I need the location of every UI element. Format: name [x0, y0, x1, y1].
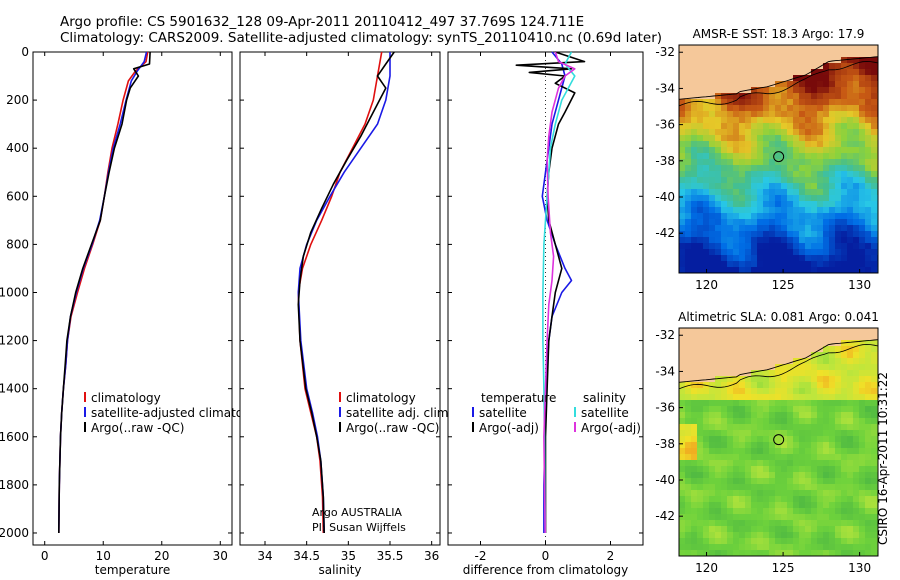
- diff-series-salinity-satellite: [542, 51, 576, 534]
- diff-xtick-label: 2: [607, 549, 615, 563]
- diff-xlabel: difference from climatology: [463, 563, 629, 577]
- sst-ytick-label: -38: [655, 154, 675, 168]
- legend-diff-sal-satellite-label: satellite: [581, 406, 629, 420]
- temp-axes-frame: [32, 51, 233, 546]
- sla-ytick-label: -32: [655, 328, 675, 342]
- legend-temp-climatology-label: climatology: [91, 391, 161, 405]
- diff-series-salinity-argo-adj-: [543, 51, 576, 534]
- sla-xtick-label: 125: [772, 561, 795, 575]
- sal-series-argo-raw-qc-: [297, 51, 395, 534]
- depth-tick-label: 1800: [0, 478, 29, 492]
- data-source-label: Argo AUSTRALIA: [312, 506, 402, 519]
- sla-ytick-label: -38: [655, 437, 675, 451]
- legend-diff-temp-argo-label: Argo(-adj): [479, 421, 539, 435]
- sst-ytick-label: -36: [655, 118, 675, 132]
- sst-xtick-label: 125: [772, 278, 795, 292]
- depth-tick-label: 800: [6, 237, 29, 251]
- sla-ytick-label: -34: [655, 364, 675, 378]
- temp-xtick-label: 10: [96, 549, 111, 563]
- sal-xtick-label: 34.5: [293, 549, 320, 563]
- sst-ytick-label: -32: [655, 45, 675, 59]
- sla-frame: [678, 327, 879, 557]
- depth-tick-label: 0: [21, 45, 29, 59]
- depth-tick-label: 200: [6, 93, 29, 107]
- sst-title: AMSR-E SST: 18.3 Argo: 17.9: [693, 27, 865, 41]
- depth-tick-label: 600: [6, 189, 29, 203]
- sst-xtick-label: 130: [848, 278, 871, 292]
- figure-title-line2: Climatology: CARS2009. Satellite-adjuste…: [60, 30, 663, 46]
- legend-diff-temperature-heading: temperature: [481, 391, 556, 405]
- salinity-profile-chart: 34 34.5 35 35.5 36 salinity climatologysatelli…: [239, 51, 452, 577]
- legend-diff-temp-satellite-label: satellite: [479, 406, 527, 420]
- figure-title-line1: Argo profile: CS 5901632_128 09-Apr-2011…: [60, 14, 585, 30]
- legend-sal-argo-label: Argo(..raw -QC): [346, 421, 439, 435]
- sla-map: Altimetric SLA: 0.081 Argo: 0.041 120 125 1…: [655, 310, 878, 575]
- sla-ytick-label: -42: [655, 509, 675, 523]
- sal-xtick-label: 36: [424, 549, 439, 563]
- sst-ytick-label: -42: [655, 226, 675, 240]
- sal-xlabel: salinity: [318, 563, 361, 577]
- depth-tick-label: 400: [6, 141, 29, 155]
- depth-tick-label: 1600: [0, 430, 29, 444]
- sal-xtick-label: 35.5: [377, 549, 404, 563]
- depth-tick-label: 1200: [0, 334, 29, 348]
- sla-ytick-label: -40: [655, 473, 675, 487]
- sal-axes-frame: [239, 51, 441, 546]
- sst-coastline: [678, 56, 879, 100]
- sla-coastline: [678, 339, 879, 383]
- sla-xtick-label: 130: [848, 561, 871, 575]
- sst-ytick-label: -34: [655, 81, 675, 95]
- temperature-profile-chart: 0 10 20 30 temperature 0 200 400 600 800 1000 1200 1…: [0, 45, 269, 577]
- temp-xtick-label: 0: [41, 549, 49, 563]
- sla-ytick-label: -36: [655, 401, 675, 415]
- diff-xtick-label: 0: [542, 549, 550, 563]
- depth-tick-label: 2000: [0, 526, 29, 540]
- temp-series-argo-raw-qc-: [58, 51, 151, 534]
- sla-field: [679, 328, 879, 557]
- sla-title: Altimetric SLA: 0.081 Argo: 0.041: [678, 310, 879, 324]
- temp-xlabel: temperature: [95, 563, 170, 577]
- sla-shelf-contour: [678, 344, 879, 390]
- depth-tick-label: 1400: [0, 382, 29, 396]
- legend-sal-satellite-label: satellite adj. clim.: [346, 406, 452, 420]
- diff-xtick-label: -2: [475, 549, 487, 563]
- sst-shelf-contour: [678, 61, 879, 107]
- sal-xtick-label: 34: [257, 549, 272, 563]
- sla-xtick-label: 120: [695, 561, 718, 575]
- legend-diff-sal-argo-label: Argo(-adj): [581, 421, 641, 435]
- temp-xtick-label: 20: [154, 549, 169, 563]
- legend-temp-satellite-label: satellite-adjusted climatology: [91, 406, 269, 420]
- principal-investigator-label: PI: Susan Wijffels: [312, 521, 406, 534]
- sst-map: AMSR-E SST: 18.3 Argo: 17.9 120 125 130 -32 -…: [655, 27, 879, 292]
- sst-frame: [678, 44, 879, 274]
- depth-tick-label: 1000: [0, 285, 29, 299]
- temp-xtick-label: 30: [213, 549, 228, 563]
- sst-field: [679, 45, 879, 274]
- sla-argo-location-marker: [773, 434, 785, 446]
- sst-ytick-label: -40: [655, 190, 675, 204]
- sal-xtick-label: 35: [341, 549, 356, 563]
- legend-sal-climatology-label: climatology: [346, 391, 416, 405]
- legend-temp-argo-label: Argo(..raw -QC): [91, 421, 184, 435]
- sst-argo-location-marker: [773, 151, 785, 163]
- sst-xtick-label: 120: [695, 278, 718, 292]
- legend-diff-salinity-heading: salinity: [583, 391, 626, 405]
